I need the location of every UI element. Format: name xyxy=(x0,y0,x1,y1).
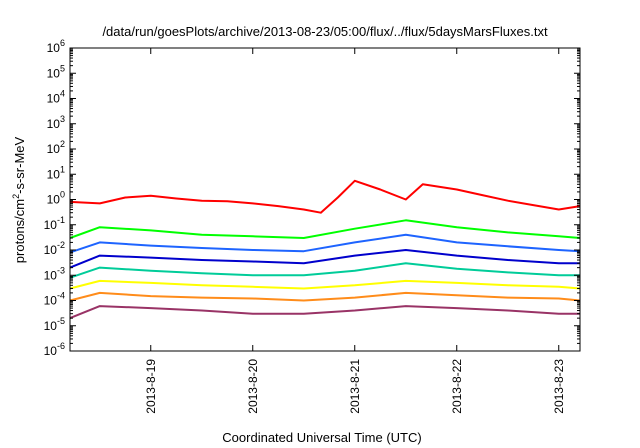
y-tick-label-exp: -1 xyxy=(57,215,65,225)
x-tick-label: 2013-8-22 xyxy=(450,359,464,414)
y-tick-label-exp: -5 xyxy=(57,316,65,326)
y-tick-label: 106 xyxy=(47,38,65,55)
series-line-2 xyxy=(69,233,581,254)
y-tick-label-exp: 3 xyxy=(60,114,65,124)
y-tick-label: 100 xyxy=(47,190,65,207)
x-tick-label: 2013-8-21 xyxy=(348,359,362,414)
y-axis-label-rest: -s-sr-MeV xyxy=(12,136,27,193)
y-tick-label: 101 xyxy=(47,164,65,181)
y-tick-label-exp: 1 xyxy=(60,164,65,174)
x-tick-label: 2013-8-23 xyxy=(552,359,566,414)
y-tick-label: 10-5 xyxy=(44,316,65,333)
y-tick-label-exp: -3 xyxy=(57,265,65,275)
y-tick-label: 10-3 xyxy=(44,265,65,282)
series-line-5 xyxy=(69,279,581,290)
y-tick-label-base: 10 xyxy=(47,41,61,55)
y-tick-label-base: 10 xyxy=(44,243,58,257)
x-tick-label: 2013-8-19 xyxy=(144,359,158,414)
y-axis-label: protons/cm2-s-sr-MeV xyxy=(11,136,27,263)
y-tick-label-exp: 2 xyxy=(60,139,65,149)
series-line-1 xyxy=(69,219,581,239)
y-tick-label: 102 xyxy=(47,139,65,156)
series-line-6 xyxy=(69,291,581,302)
series-line-4 xyxy=(69,262,580,279)
y-tick-label-base: 10 xyxy=(47,167,61,181)
x-axis-label: Coordinated Universal Time (UTC) xyxy=(222,430,421,445)
y-tick-label: 103 xyxy=(47,114,65,131)
y-tick-label-exp: 5 xyxy=(60,63,65,73)
y-tick-label-base: 10 xyxy=(47,117,61,131)
y-axis-label-sup: 2 xyxy=(11,194,21,199)
y-tick-label-exp: -4 xyxy=(57,291,65,301)
y-tick-label-base: 10 xyxy=(47,92,61,106)
y-tick-label-exp: 0 xyxy=(60,190,65,200)
y-tick-label-base: 10 xyxy=(44,294,58,308)
y-axis-label-main: protons/cm xyxy=(12,199,27,263)
y-tick-label-base: 10 xyxy=(44,319,58,333)
y-tick-label-base: 10 xyxy=(44,218,58,232)
y-tick-label: 10-6 xyxy=(44,341,65,358)
y-tick-label: 10-2 xyxy=(44,240,65,257)
x-tick-label: 2013-8-20 xyxy=(246,359,260,414)
y-tick-label: 10-1 xyxy=(44,215,65,232)
y-tick-label: 104 xyxy=(47,89,65,106)
y-tick-label-base: 10 xyxy=(44,344,58,358)
y-tick-label-base: 10 xyxy=(47,66,61,80)
series-line-3 xyxy=(69,249,580,269)
series-layer xyxy=(69,179,581,320)
y-axis: 10-610-510-410-310-210-11001011021031041… xyxy=(44,38,580,358)
y-tick-label-exp: 4 xyxy=(60,89,65,99)
series-line-7 xyxy=(69,305,580,320)
y-tick-label-exp: -2 xyxy=(57,240,65,250)
y-tick-label-base: 10 xyxy=(47,193,61,207)
y-tick-label-exp: 6 xyxy=(60,38,65,48)
y-tick-label: 105 xyxy=(47,63,65,80)
y-tick-label-base: 10 xyxy=(47,142,61,156)
series-line-0 xyxy=(69,179,581,214)
y-tick-label-exp: -6 xyxy=(57,341,65,351)
y-tick-label: 10-4 xyxy=(44,291,65,308)
chart-title: /data/run/goesPlots/archive/2013-08-23/0… xyxy=(102,24,548,39)
x-axis: 2013-8-19 2013-8-20 2013-8-21 2013-8-22 2013… xyxy=(144,48,566,414)
y-tick-label-base: 10 xyxy=(44,268,58,282)
